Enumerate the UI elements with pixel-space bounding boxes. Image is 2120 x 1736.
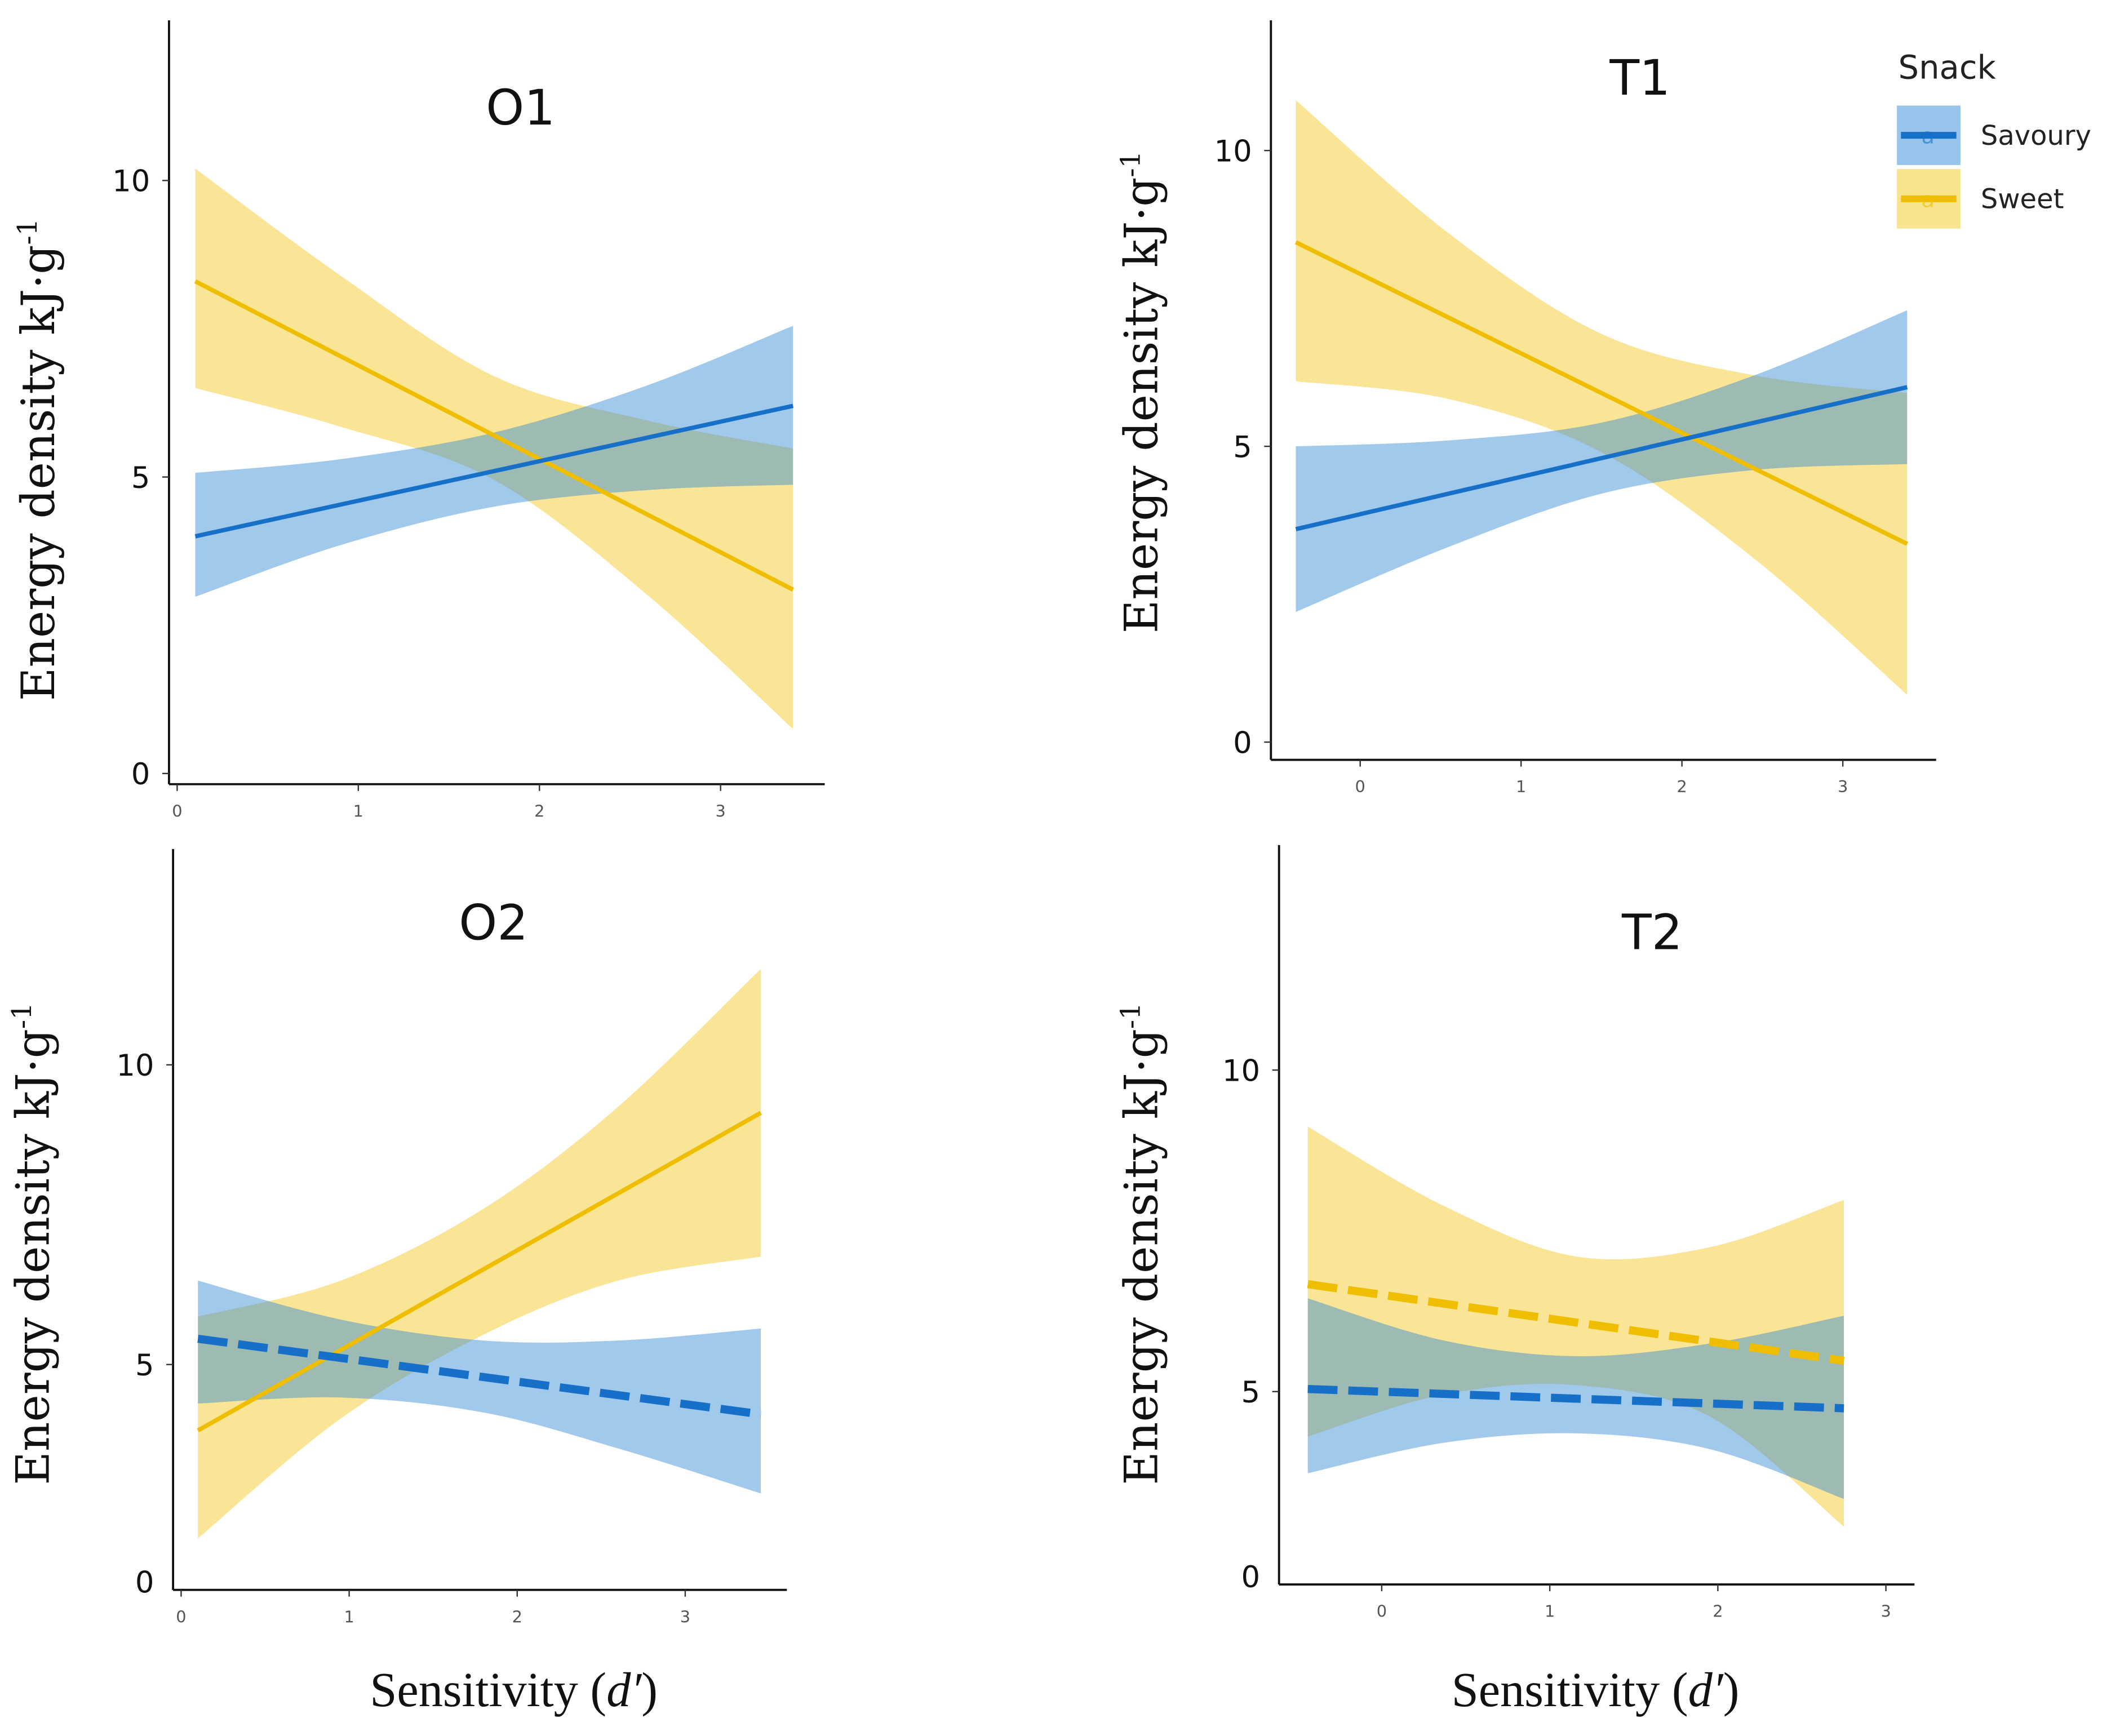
x-tick-label: 3 [1838,777,1848,796]
y-axis-label-text: Energy density kJ·g [12,245,65,701]
y-tick-label: 5 [1241,1375,1261,1410]
x-axis-label-end: ) [1723,1663,1740,1717]
y-tick-label: 0 [1241,1560,1261,1595]
y-axis-label-superscript: -1 [1115,151,1147,177]
savoury-confidence-band [1296,310,1908,612]
y-tick-label: 5 [131,461,150,495]
panel-title: O1 [486,80,555,136]
x-axis-label-end: ) [641,1663,658,1717]
y-tick-label: 0 [1233,726,1252,760]
y-tick-label: 0 [135,1565,154,1600]
sweet-fit-line [1307,1280,1845,1365]
x-axis-label: Sensitivity (d′) [370,1663,658,1717]
x-tick-label: 0 [1355,777,1365,796]
legend-key-glyph: a [1922,187,1935,212]
legend-label-sweet: Sweet [1981,184,2064,215]
panel-t2: 0 1 2 3 0 5 10 T2 Energy density kJ·g-1 Sensitivi… [1115,845,1915,1717]
sweet-fit-line [197,1111,762,1433]
savoury-confidence-band [198,1280,761,1494]
x-tick-label: 1 [344,1607,354,1626]
x-axis-label-text: Sensitivity ( [1452,1663,1688,1717]
x-tick-label: 0 [172,801,182,820]
savoury-confidence-band [195,326,793,597]
legend-key-glyph: a [1922,124,1935,149]
y-axis-label-text: Energy density kJ·g [1115,177,1169,634]
legend-title: Snack [1899,48,1997,86]
savoury-fit-line [1295,385,1908,531]
panel-title: O2 [459,895,528,952]
panel-title: T1 [1609,50,1670,106]
sweet-fit-line [194,279,795,592]
sweet-confidence-band [1307,1126,1844,1527]
panel-o2: 0 1 2 3 0 5 10 O2 Energy density kJ·g-1 Sensitivi… [6,849,787,1717]
x-tick-label: 2 [534,801,544,820]
y-axis-label-superscript: -1 [1115,1002,1147,1029]
x-axis-label: Sensitivity (d′) [1452,1663,1740,1717]
x-axis-label-italic: d′ [1688,1663,1724,1717]
y-axis-label-text: Energy density kJ·g [1115,1029,1169,1485]
savoury-fit-line [197,1334,762,1419]
y-tick-label: 0 [131,757,150,792]
savoury-fit-line [194,403,794,539]
x-tick-label: 3 [1880,1602,1891,1621]
y-axis-label: Energy density kJ·g-1 [12,219,65,701]
y-tick-label: 5 [1233,430,1252,464]
y-tick-label: 10 [116,1049,154,1083]
x-tick-label: 0 [176,1607,186,1626]
legend-label-savoury: Savoury [1981,120,2091,152]
panel-t1: 0 1 2 3 0 5 10 T1 Energy density kJ·g-1 Snack a Sav… [1115,20,2091,796]
x-axis-label-text: Sensitivity ( [370,1663,606,1717]
y-tick-label: 5 [135,1348,154,1383]
x-tick-label: 2 [1713,1602,1723,1621]
x-tick-label: 1 [353,801,363,820]
x-tick-label: 2 [512,1607,522,1626]
y-tick-label: 10 [1222,1054,1260,1088]
legend: Snack a Savoury a Sweet [1897,48,2091,229]
sweet-fit-line [1294,240,1909,546]
y-axis-label: Energy density kJ·g-1 [1115,1002,1169,1485]
panel-o1: 0 1 2 3 0 5 10 O1 Energy density kJ·g-1 [12,20,825,820]
y-tick-label: 10 [112,165,150,199]
x-tick-label: 1 [1545,1602,1555,1621]
y-tick-label: 10 [1214,134,1252,168]
sweet-confidence-band [1296,100,1908,695]
panel-title: T2 [1621,904,1683,961]
y-axis-label-text: Energy density kJ·g [6,1029,60,1485]
y-axis-label: Energy density kJ·g-1 [1115,151,1169,633]
x-tick-label: 3 [680,1607,690,1626]
y-axis-label-superscript: -1 [12,219,43,245]
sweet-confidence-band [198,969,761,1539]
x-tick-label: 1 [1516,777,1526,796]
x-tick-label: 3 [716,801,726,820]
savoury-fit-line [1307,1384,1844,1413]
x-tick-label: 2 [1677,777,1687,796]
y-axis-label-superscript: -1 [6,1002,38,1029]
y-axis-label: Energy density kJ·g-1 [6,1002,60,1485]
x-tick-label: 0 [1377,1602,1387,1621]
sweet-confidence-band [195,168,793,729]
x-axis-label-italic: d′ [606,1663,642,1717]
